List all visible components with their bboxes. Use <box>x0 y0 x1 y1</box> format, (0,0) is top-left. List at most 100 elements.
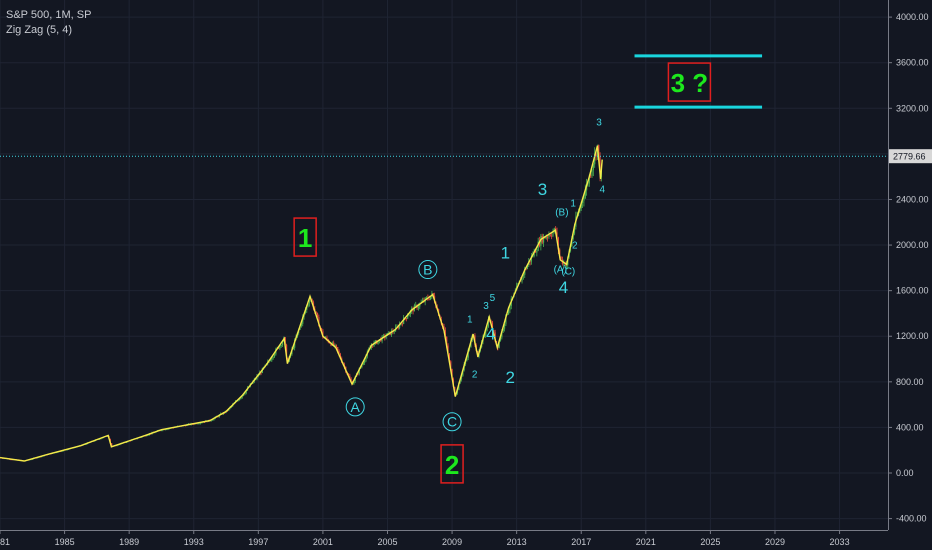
candle-body <box>590 175 592 177</box>
y-tick-label: 4000.00 <box>896 12 929 22</box>
x-tick-label: 1985 <box>55 537 75 547</box>
candle-body <box>300 323 302 326</box>
x-tick-label: 2021 <box>636 537 656 547</box>
candle-body <box>111 443 113 447</box>
candle-body <box>362 362 364 365</box>
major-wave-box <box>667 62 712 102</box>
candle-body <box>557 237 559 250</box>
y-tick-label: 3600.00 <box>896 58 929 68</box>
y-tick-label: 0.00 <box>896 468 914 478</box>
candle-body <box>193 424 195 425</box>
y-tick-label: 2000.00 <box>896 240 929 250</box>
candle-body <box>382 335 385 337</box>
wave-count-label: 1 <box>501 244 510 263</box>
candle-body <box>408 314 410 317</box>
candle-body <box>444 330 446 337</box>
candle-body <box>201 422 203 424</box>
candle-body <box>428 299 430 300</box>
candle-body <box>242 394 245 396</box>
candle-body <box>591 170 593 176</box>
chart-legend: S&P 500, 1M, SP Zig Zag (5, 4) <box>6 8 91 38</box>
candle-body <box>542 236 545 243</box>
symbol-title: S&P 500, 1M, SP <box>6 9 92 21</box>
y-tick-label: 1600.00 <box>896 286 929 296</box>
candle-body <box>547 237 549 238</box>
candle-body <box>598 144 600 157</box>
candle-body <box>365 356 367 361</box>
price-axis[interactable]: 4000.003600.003200.002800.002400.002000.… <box>888 0 932 550</box>
candle-body <box>529 261 531 262</box>
candle-body <box>107 436 109 437</box>
price-axis-panel <box>888 0 932 550</box>
candle-body <box>522 274 524 276</box>
candle-body <box>292 347 294 349</box>
candle-body <box>405 318 407 320</box>
candle-body <box>584 190 586 199</box>
candle-body <box>487 319 489 327</box>
candle-body <box>217 416 219 418</box>
y-tick-label: 2400.00 <box>896 194 929 204</box>
x-tick-label: 2001 <box>313 537 333 547</box>
candle-body <box>536 250 538 253</box>
x-tick-label: 2005 <box>377 537 397 547</box>
wave-count-label: 4 <box>599 185 605 196</box>
candle-body <box>284 337 286 345</box>
time-axis[interactable]: 1981 1985 1989 1993 1997 2001 2005 2009 2013 2017… <box>0 530 888 547</box>
target-zone <box>634 54 763 109</box>
candle-body <box>166 429 168 431</box>
candle-body <box>353 381 355 385</box>
wave-label-c: C <box>447 414 457 430</box>
candle-body <box>308 300 311 304</box>
candle-body <box>330 343 332 346</box>
candle-body <box>316 313 319 318</box>
candle-body <box>509 305 511 310</box>
candle-body <box>571 238 573 247</box>
zigzag-polyline <box>0 145 603 462</box>
candle-body <box>269 360 272 362</box>
x-tick-label: 2025 <box>700 537 720 547</box>
wave-count-label: 5 <box>490 293 496 304</box>
candle-body <box>545 237 547 239</box>
wave-count-label: (C) <box>561 267 575 278</box>
candle-body <box>333 342 335 346</box>
candle-body <box>238 398 241 401</box>
candle-body <box>364 360 366 363</box>
candle-body <box>57 452 59 453</box>
x-tick-label: 1989 <box>119 537 139 547</box>
major-wave-label: 2 <box>445 450 459 480</box>
major-wave-label: 1 <box>298 223 312 253</box>
candle-body <box>147 435 149 436</box>
x-tick-label: 2033 <box>830 537 850 547</box>
candle-body <box>572 233 574 239</box>
candle-body <box>486 326 488 332</box>
candle-body <box>240 397 242 399</box>
wave-label-a: A <box>351 399 361 415</box>
x-tick-label: 1997 <box>248 537 268 547</box>
major-wave-box <box>440 444 464 484</box>
candle-body <box>594 153 596 165</box>
candle-body <box>446 336 448 346</box>
candle-body <box>237 400 239 402</box>
candle-body <box>199 422 202 424</box>
candle-body <box>407 316 409 319</box>
candle-body <box>334 344 336 346</box>
candle-body <box>467 349 469 358</box>
wave-count-label: 1 <box>467 315 473 326</box>
candle-body <box>538 241 541 246</box>
candle-body <box>380 339 382 342</box>
candle-body <box>525 268 527 270</box>
major-wave-label: 3 ? <box>671 68 709 98</box>
candle-body <box>244 393 246 395</box>
candle-body <box>460 375 463 380</box>
candle-body <box>521 275 523 282</box>
candle-body <box>581 200 584 203</box>
candle-body <box>447 345 449 355</box>
x-tick-label: 2029 <box>765 537 785 547</box>
candle-body <box>502 328 504 331</box>
candle-body <box>551 235 553 237</box>
candle-body <box>560 256 562 260</box>
candle-body <box>537 241 539 251</box>
candle-body <box>399 324 401 328</box>
wave-circle <box>418 260 438 280</box>
